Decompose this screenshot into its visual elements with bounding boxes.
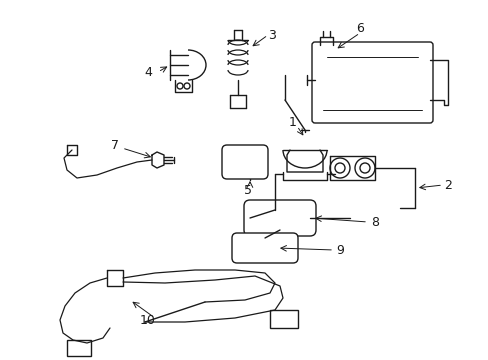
- FancyBboxPatch shape: [231, 233, 297, 263]
- Text: 1: 1: [288, 116, 296, 129]
- Text: 9: 9: [335, 243, 343, 257]
- Bar: [67, 340, 91, 356]
- Bar: [269, 310, 297, 328]
- Text: 4: 4: [144, 66, 152, 78]
- Circle shape: [359, 163, 369, 173]
- Circle shape: [237, 154, 252, 170]
- Circle shape: [354, 158, 374, 178]
- Text: 3: 3: [267, 28, 275, 41]
- Circle shape: [183, 83, 190, 89]
- Text: 10: 10: [140, 314, 156, 327]
- FancyBboxPatch shape: [244, 200, 315, 236]
- Circle shape: [247, 243, 258, 253]
- Circle shape: [177, 83, 183, 89]
- Text: 7: 7: [111, 139, 119, 152]
- Circle shape: [259, 212, 270, 224]
- Text: 5: 5: [244, 184, 251, 197]
- Text: 2: 2: [443, 179, 451, 192]
- Circle shape: [329, 158, 349, 178]
- Text: 8: 8: [370, 216, 378, 229]
- Circle shape: [242, 159, 247, 165]
- FancyBboxPatch shape: [222, 145, 267, 179]
- Circle shape: [288, 212, 301, 224]
- FancyBboxPatch shape: [311, 42, 432, 123]
- Circle shape: [271, 243, 282, 253]
- Text: 6: 6: [355, 22, 363, 35]
- Circle shape: [334, 163, 345, 173]
